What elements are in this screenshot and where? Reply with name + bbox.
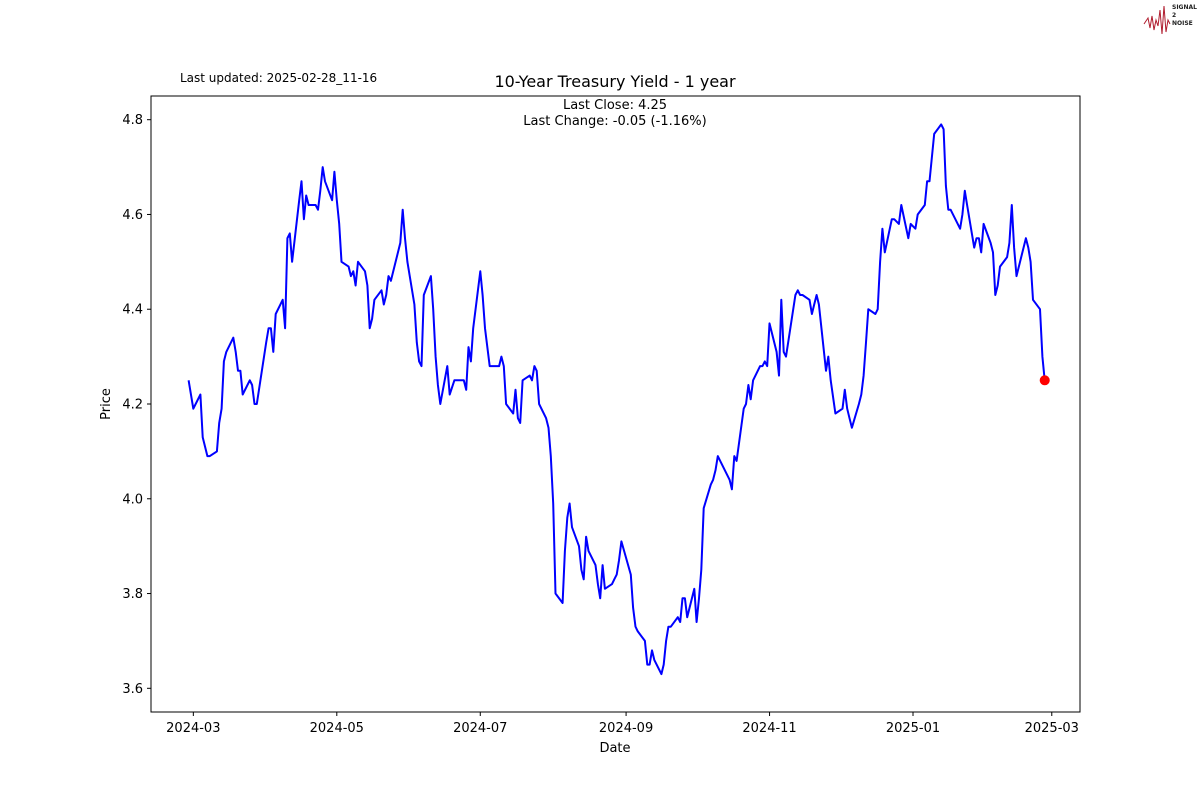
chart-title: 10-Year Treasury Yield - 1 year [494,72,736,91]
y-tick-label: 4.6 [122,208,143,223]
y-tick-label: 4.4 [122,303,143,318]
y-tick-label: 3.6 [122,682,143,697]
last-close-marker [1039,375,1050,386]
y-axis-label: Price [99,388,114,420]
last-updated: Last updated: 2025-02-28_11-16 [180,71,378,85]
y-tick-label: 4.0 [122,492,143,507]
y-tick-label: 4.8 [122,113,143,128]
y-tick-label: 3.8 [122,587,143,602]
x-axis-label: Date [599,741,630,756]
x-tick-label: 2024-07 [453,721,507,736]
logo-text: SIGNAL 2 NOISE [1172,4,1197,27]
x-tick-label: 2025-03 [1025,721,1079,736]
signal-2-noise-logo: SIGNAL 2 NOISE [1142,2,1197,40]
plot-area [150,95,1081,713]
x-axis: 2024-03 2024-05 2024-07 2024-09 2024-11 2025-… [166,712,1079,736]
y-tick-label: 4.2 [122,398,143,413]
x-tick-label: 2025-01 [886,721,940,736]
x-tick-label: 2024-03 [166,721,220,736]
y-axis: 3.6 3.8 4.0 4.2 4.4 4.6 4.8 [122,113,151,697]
last-close-annotation: Last Close: 4.25 [562,98,668,113]
waveform-icon [1143,5,1171,35]
x-tick-label: 2024-11 [742,721,796,736]
x-tick-label: 2024-09 [599,721,653,736]
series-line [187,123,1046,676]
last-change-annotation: Last Change: -0.05 (-1.16%) [523,114,707,129]
x-tick-label: 2024-05 [310,721,364,736]
